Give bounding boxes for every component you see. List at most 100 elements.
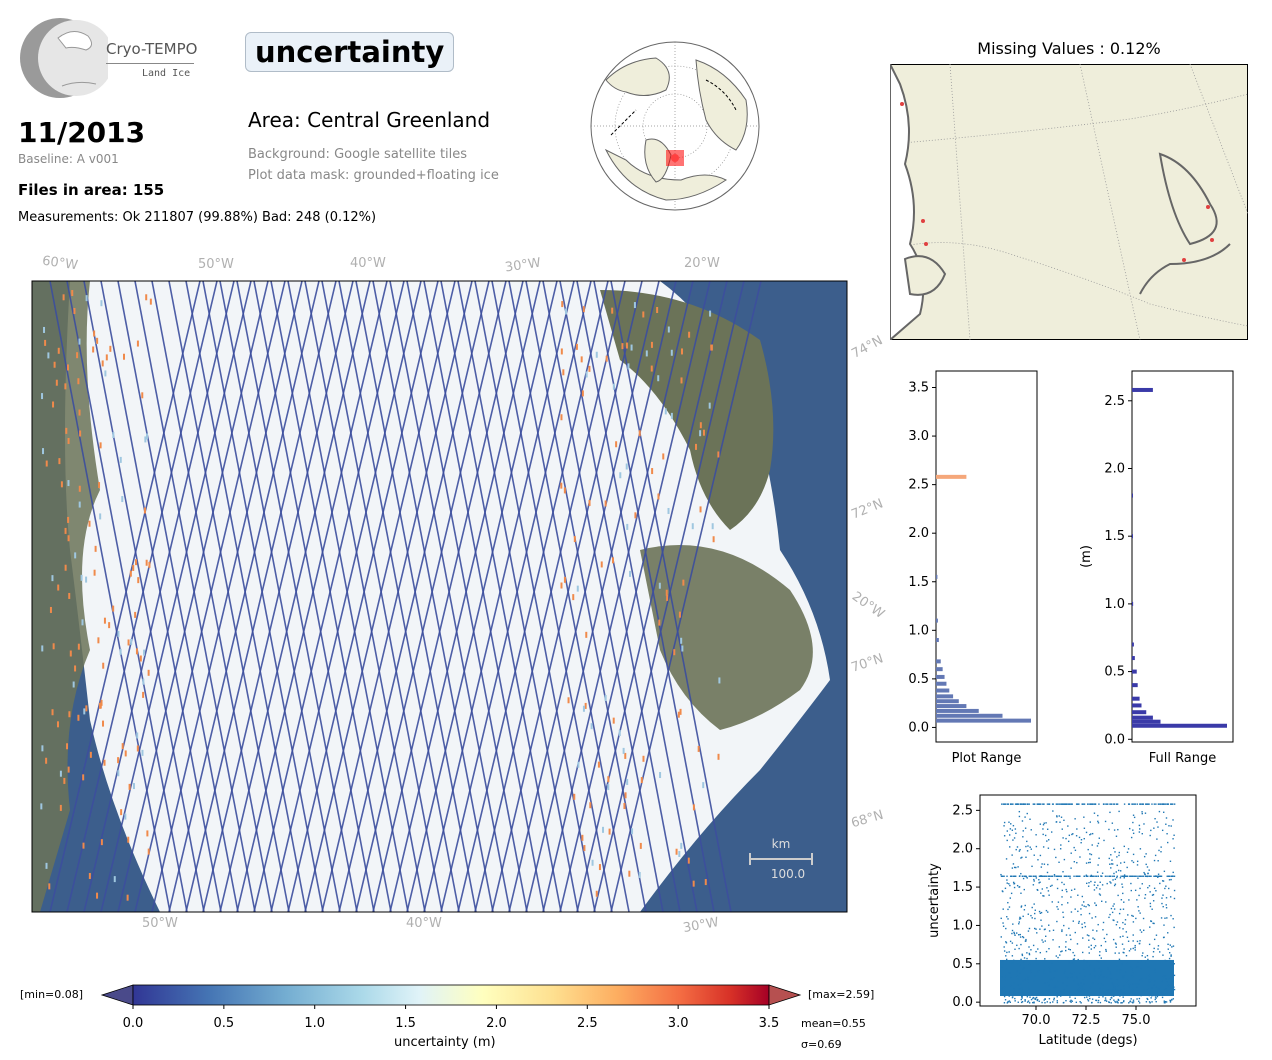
scatter-point bbox=[1148, 885, 1151, 887]
scatter-point bbox=[1027, 803, 1029, 805]
scatter-point bbox=[1156, 821, 1158, 823]
scatter-point bbox=[1124, 919, 1127, 921]
scatter-point bbox=[1126, 875, 1129, 877]
speckle-point bbox=[612, 383, 615, 390]
scatter-point bbox=[1155, 934, 1158, 936]
speckle-point bbox=[602, 826, 605, 833]
scatter-point bbox=[1086, 990, 1089, 992]
scatter-point bbox=[1116, 984, 1119, 987]
track-line bbox=[542, 281, 664, 912]
speckle-point bbox=[135, 559, 138, 566]
scatter-point bbox=[1058, 875, 1060, 877]
scatter-point bbox=[1008, 834, 1011, 836]
scatter-point bbox=[1118, 990, 1121, 992]
speckle-point bbox=[66, 364, 69, 371]
scatter-point bbox=[1165, 897, 1168, 899]
scatter-point bbox=[1064, 969, 1066, 972]
scatter-point bbox=[1048, 894, 1050, 896]
scatter-point bbox=[1056, 1000, 1059, 1002]
scatter-point bbox=[1120, 862, 1122, 864]
scatter-point bbox=[1061, 929, 1063, 931]
scatter-point bbox=[1117, 869, 1120, 872]
scatter-point bbox=[1055, 803, 1058, 805]
scatter-point bbox=[1045, 822, 1047, 824]
scatter-point bbox=[1139, 848, 1142, 850]
scatter-point bbox=[1020, 958, 1022, 961]
histogram-bar bbox=[936, 688, 950, 693]
speckle-point bbox=[64, 383, 67, 390]
scatter-point bbox=[1020, 803, 1022, 805]
scatter-point bbox=[1064, 946, 1067, 948]
speckle-point bbox=[628, 870, 631, 877]
speckle-point bbox=[704, 879, 707, 886]
scatter-point bbox=[1081, 895, 1084, 898]
scatter-point bbox=[1012, 962, 1014, 964]
scatter-point bbox=[1004, 979, 1006, 981]
scatter-point bbox=[1009, 828, 1012, 830]
measurements: Measurements: Ok 211807 (99.88%) Bad: 24… bbox=[18, 210, 377, 225]
scatter-point bbox=[1124, 971, 1127, 973]
scatter-point bbox=[1110, 882, 1112, 884]
scatter-point bbox=[1146, 997, 1148, 1000]
ytick-label: 2.0 bbox=[952, 842, 973, 857]
scatter-point bbox=[1043, 969, 1045, 972]
scatter-point bbox=[1150, 992, 1153, 994]
scatter-point bbox=[1020, 857, 1022, 859]
speckle-point bbox=[98, 482, 101, 489]
scatter-point bbox=[1070, 867, 1072, 869]
scatter-point bbox=[1069, 972, 1072, 974]
scatter-point bbox=[1017, 866, 1019, 868]
scatter-point bbox=[1031, 917, 1033, 919]
speckle-point bbox=[88, 872, 91, 879]
scatter-point bbox=[1148, 974, 1151, 977]
scatter-point bbox=[1019, 916, 1021, 919]
track-line bbox=[117, 281, 269, 912]
scatter-point bbox=[1008, 1000, 1011, 1002]
speckle-point bbox=[136, 745, 139, 752]
speckle-point bbox=[563, 576, 566, 583]
scatter-point bbox=[1032, 996, 1035, 999]
scatter-point bbox=[1075, 992, 1078, 995]
scatter-point bbox=[1109, 863, 1111, 865]
scatter-point bbox=[1027, 980, 1030, 983]
colorbar-max: [max=2.59] bbox=[808, 988, 875, 1001]
scatter-point bbox=[1128, 983, 1131, 986]
scatter-point bbox=[1167, 803, 1170, 805]
scatter-point bbox=[1041, 991, 1044, 994]
scatter-point bbox=[1139, 979, 1141, 981]
scatter-point bbox=[1099, 881, 1101, 883]
scatter-point bbox=[1173, 974, 1176, 977]
scatter-point bbox=[1028, 946, 1030, 948]
scatter-point bbox=[1056, 920, 1058, 923]
track-line bbox=[185, 281, 307, 912]
scatter-point bbox=[1086, 966, 1088, 969]
scatter-point bbox=[1026, 840, 1028, 843]
scatter-point bbox=[1142, 875, 1144, 877]
scatter-point bbox=[1103, 937, 1106, 940]
track-line bbox=[355, 281, 507, 912]
histogram-bar bbox=[936, 694, 954, 699]
scatter-point bbox=[1171, 803, 1173, 805]
scatter-point bbox=[1150, 920, 1153, 923]
scatter-point bbox=[1088, 912, 1091, 915]
scatter-point bbox=[1024, 994, 1026, 996]
scatter-point bbox=[1017, 984, 1019, 986]
scatter-point bbox=[1104, 997, 1107, 999]
scatter-point bbox=[1002, 922, 1004, 924]
speckle-point bbox=[567, 697, 570, 704]
scatter-point bbox=[1129, 875, 1131, 877]
scatter-point bbox=[1011, 932, 1013, 935]
scatter-point bbox=[1005, 958, 1008, 961]
scatter-point bbox=[1155, 890, 1157, 892]
scatter-point bbox=[1072, 920, 1074, 922]
scatter-point bbox=[1045, 875, 1048, 877]
speckle-point bbox=[58, 458, 61, 465]
scatter-point bbox=[1133, 803, 1135, 805]
scatter-point bbox=[1172, 838, 1174, 840]
scatter-point bbox=[1165, 803, 1167, 805]
scatter-point bbox=[1029, 846, 1031, 848]
scatter-point bbox=[1163, 924, 1165, 926]
scatter-point bbox=[1042, 803, 1045, 805]
scatter-point bbox=[1146, 875, 1148, 877]
track-line bbox=[440, 281, 592, 912]
